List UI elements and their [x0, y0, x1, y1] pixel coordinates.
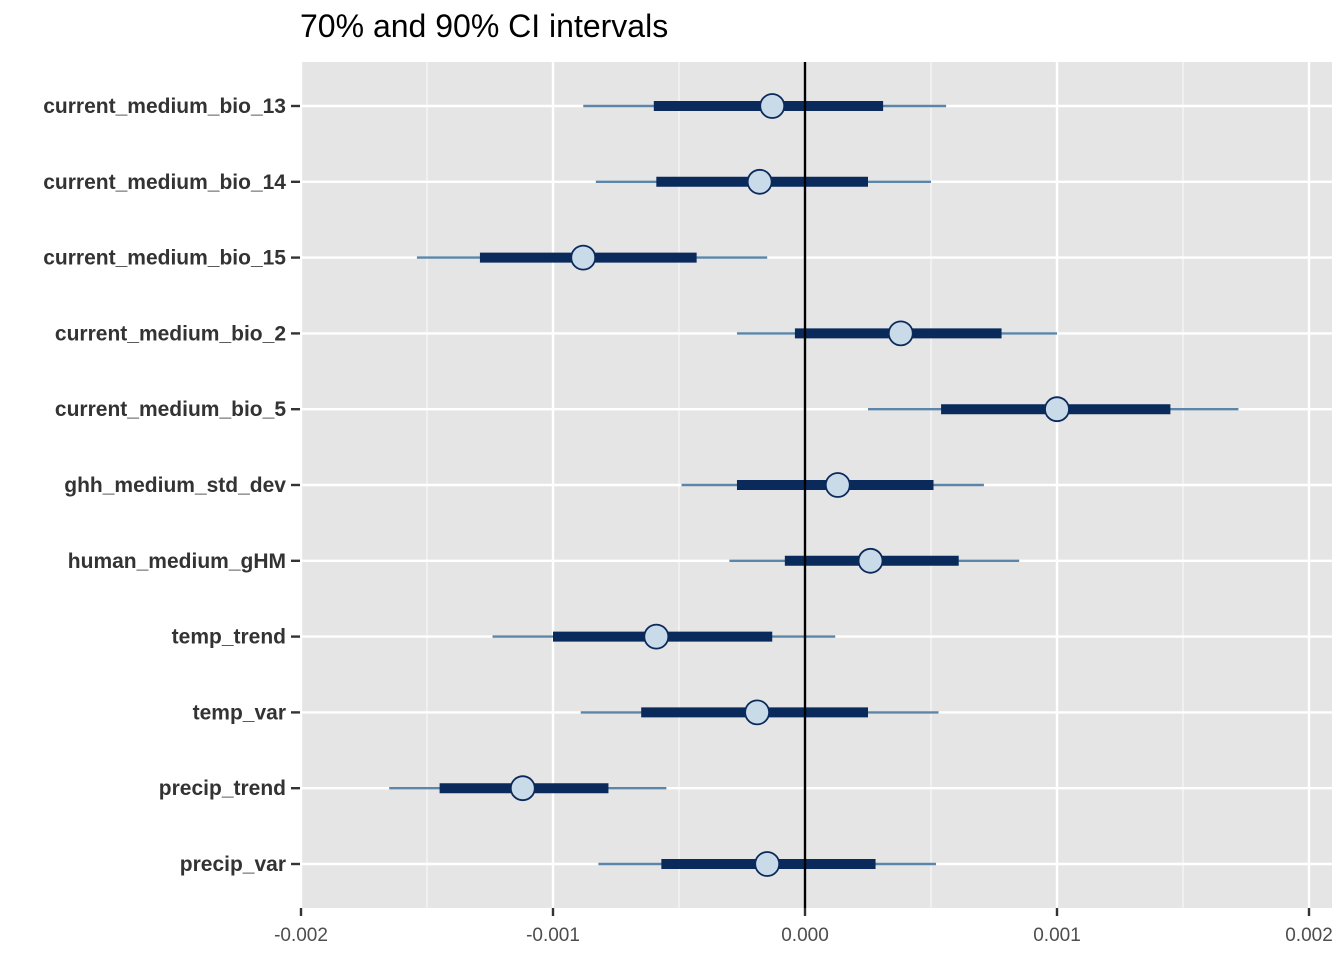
y-tick-label: ghh_medium_std_dev [64, 474, 286, 497]
x-tick-label: -0.002 [274, 925, 328, 946]
point-estimate [887, 320, 914, 347]
y-tick-label: current_medium_bio_15 [43, 247, 286, 270]
y-tick-label: precip_trend [159, 777, 286, 800]
y-tick-label: current_medium_bio_5 [55, 398, 286, 421]
y-axis: current_medium_bio_13 current_medium_bio_… [43, 95, 300, 876]
y-tick-label: current_medium_bio_2 [55, 322, 286, 345]
point-estimate [857, 547, 884, 574]
point-estimate [1044, 396, 1070, 423]
y-tick-label: temp_var [193, 701, 286, 724]
y-tick-label: current_medium_bio_13 [43, 95, 286, 118]
y-tick-label: temp_trend [172, 626, 286, 649]
x-tick-label: 0.002 [1285, 925, 1333, 946]
point-estimate [824, 472, 851, 498]
x-axis: -0.002 -0.001 0.000 0.001 0.002 [274, 908, 1333, 946]
point-estimate [744, 699, 771, 726]
x-tick-label: -0.001 [526, 925, 580, 946]
point-estimate [746, 168, 773, 195]
point-estimate [570, 244, 597, 271]
x-tick-label: 0.000 [781, 925, 829, 946]
interval-marks [389, 62, 1239, 908]
chart-title: 70% and 90% CI intervals [300, 8, 669, 44]
y-tick-label: precip_var [180, 853, 286, 876]
point-estimate [643, 623, 670, 650]
point-estimate [759, 93, 786, 119]
point-estimate [509, 775, 536, 802]
y-tick-label: current_medium_bio_14 [43, 171, 286, 194]
y-tick-label: human_medium_gHM [68, 550, 286, 573]
point-estimate [754, 851, 781, 877]
x-tick-label: 0.001 [1033, 925, 1081, 946]
